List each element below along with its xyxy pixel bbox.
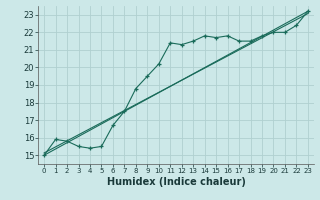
X-axis label: Humidex (Indice chaleur): Humidex (Indice chaleur): [107, 177, 245, 187]
